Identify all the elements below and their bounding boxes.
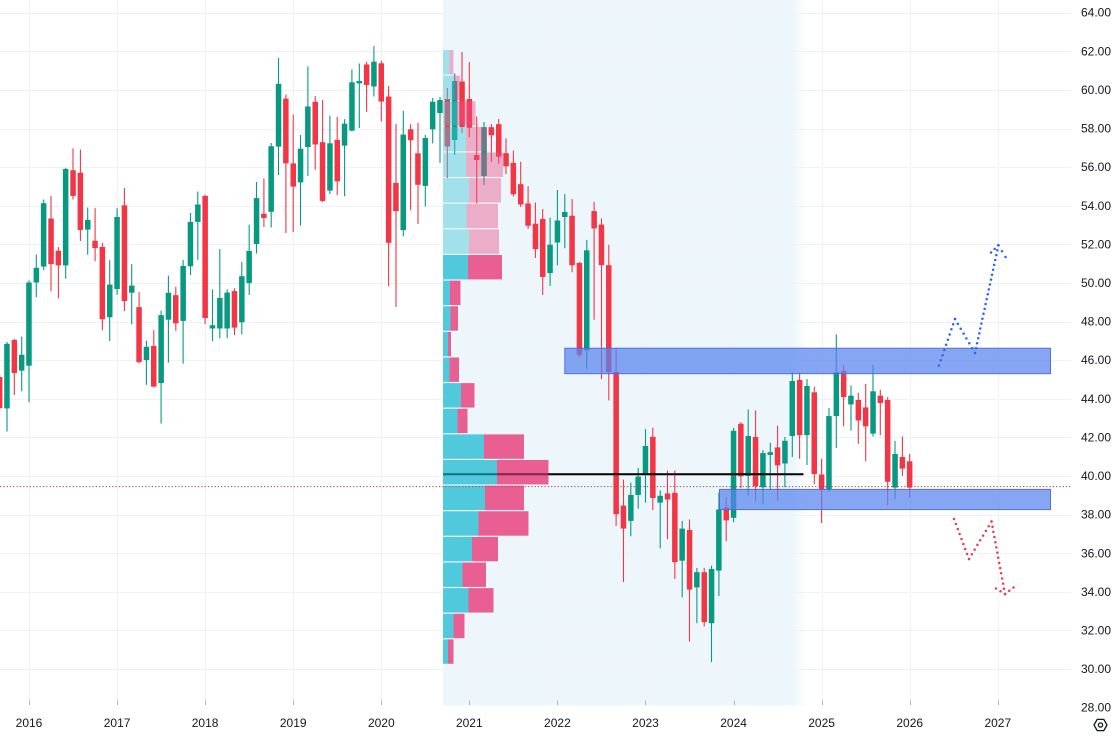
- svg-text:40.00: 40.00: [1081, 469, 1111, 483]
- svg-text:58.00: 58.00: [1081, 122, 1111, 136]
- svg-text:44.00: 44.00: [1081, 392, 1111, 406]
- svg-text:54.00: 54.00: [1081, 199, 1111, 213]
- svg-text:48.00: 48.00: [1081, 315, 1111, 329]
- svg-text:38.00: 38.00: [1081, 508, 1111, 522]
- svg-text:2021: 2021: [456, 716, 483, 730]
- svg-text:2027: 2027: [984, 716, 1011, 730]
- svg-text:2016: 2016: [16, 716, 43, 730]
- svg-text:2017: 2017: [104, 716, 131, 730]
- svg-text:2024: 2024: [720, 716, 747, 730]
- svg-text:64.00: 64.00: [1081, 6, 1111, 20]
- svg-text:2022: 2022: [544, 716, 571, 730]
- svg-text:2025: 2025: [808, 716, 835, 730]
- svg-text:2018: 2018: [192, 716, 219, 730]
- svg-text:42.00: 42.00: [1081, 430, 1111, 444]
- svg-text:62.00: 62.00: [1081, 44, 1111, 58]
- svg-text:2020: 2020: [368, 716, 395, 730]
- svg-text:2023: 2023: [632, 716, 659, 730]
- svg-text:56.00: 56.00: [1081, 160, 1111, 174]
- svg-text:34.00: 34.00: [1081, 585, 1111, 599]
- svg-text:60.00: 60.00: [1081, 83, 1111, 97]
- svg-text:36.00: 36.00: [1081, 546, 1111, 560]
- svg-text:50.00: 50.00: [1081, 276, 1111, 290]
- svg-text:32.00: 32.00: [1081, 624, 1111, 638]
- svg-text:2026: 2026: [896, 716, 923, 730]
- svg-text:28.00: 28.00: [1081, 701, 1111, 715]
- svg-text:52.00: 52.00: [1081, 237, 1111, 251]
- svg-text:30.00: 30.00: [1081, 662, 1111, 676]
- svg-text:2019: 2019: [280, 716, 307, 730]
- svg-text:46.00: 46.00: [1081, 353, 1111, 367]
